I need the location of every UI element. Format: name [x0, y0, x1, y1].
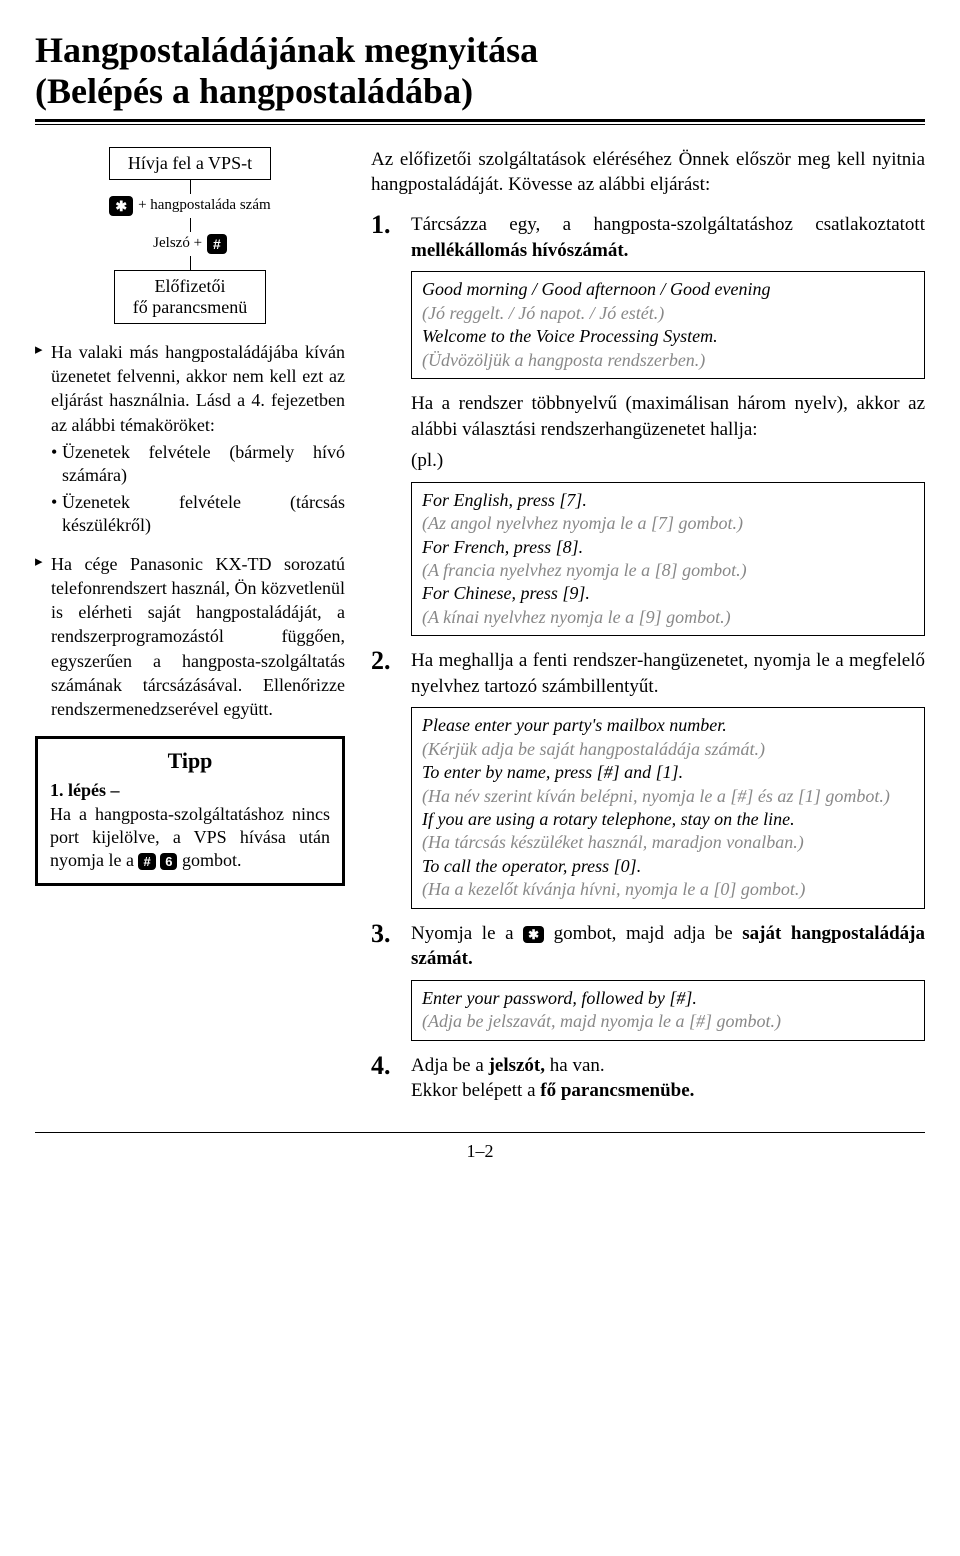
title-rule-thick: [35, 119, 925, 122]
flowchart-box4-line1: Előfizetői: [155, 276, 226, 296]
flowchart-row2-text: + hangpostaláda szám: [138, 197, 271, 214]
voice-prompt-3: Please enter your party's mailbox number…: [411, 707, 925, 908]
hash-key-icon: #: [138, 853, 155, 870]
step-3-body: Nyomja le a ✱ gombot, majd adja be saját…: [411, 921, 925, 972]
footer-rule: [35, 1132, 925, 1133]
star-key-icon: [109, 196, 133, 216]
prompt1-en2: Welcome to the Voice Processing System.: [422, 325, 914, 348]
flowchart-box-1: Hívja fel a VPS-t: [109, 147, 271, 180]
flowchart: Hívja fel a VPS-t + hangpostaláda szám J…: [35, 147, 345, 324]
left-bullet-1-sublist: Üzenetek felvétele (bármely hívó számára…: [51, 441, 345, 538]
step-3: 3. Nyomja le a ✱ gombot, majd adja be sa…: [371, 921, 925, 972]
prompt3-en2: To enter by name, press [#] and [1].: [422, 761, 914, 784]
step-4: 4. Adja be a jelszót, ha van. Ekkor belé…: [371, 1053, 925, 1104]
prompt3-en4: To call the operator, press [0].: [422, 855, 914, 878]
step-1-number: 1.: [371, 212, 397, 263]
prompt4-en1: Enter your password, followed by [#].: [422, 987, 914, 1010]
flowchart-box-4: Előfizetői fő parancsmenü: [114, 270, 266, 324]
page-number: 1–2: [35, 1141, 925, 1162]
prompt4-hu1: (Adja be jelszavát, majd nyomja le a [#]…: [422, 1010, 914, 1033]
step-3-number: 3.: [371, 921, 397, 972]
flowchart-row-3: Jelszó +: [153, 234, 227, 254]
inter-text-1b: (pl.): [411, 448, 925, 474]
right-column: Az előfizetői szolgáltatások eléréséhez …: [371, 147, 925, 1110]
lead-paragraph: Az előfizetői szolgáltatások eléréséhez …: [371, 147, 925, 198]
step-4-text-a: Adja be a: [411, 1055, 489, 1076]
columns: Hívja fel a VPS-t + hangpostaláda szám J…: [35, 147, 925, 1110]
title-line-2: (Belépés a hangpostaládába): [35, 71, 473, 111]
star-key-icon: ✱: [523, 926, 544, 943]
flowchart-row3-text: Jelszó +: [153, 235, 202, 252]
prompt1-hu2: (Üdvözöljük a hangposta rendszerben.): [422, 349, 914, 372]
prompt2-en3: For Chinese, press [9].: [422, 582, 914, 605]
prompt1-hu1: (Jó reggelt. / Jó napot. / Jó estét.): [422, 302, 914, 325]
tip-title: Tipp: [50, 747, 330, 776]
inter-text-1a: Ha a rendszer többnyelvű (maximálisan há…: [411, 391, 925, 442]
prompt2-hu3: (A kínai nyelvhez nyomja le a [9] gombot…: [422, 606, 914, 629]
step-4-text-b: ha van.: [545, 1055, 605, 1076]
tip-box: Tipp 1. lépés – Ha a hangposta-szolgálta…: [35, 736, 345, 886]
step-2: 2. Ha meghallja a fenti rendszer-hangüze…: [371, 648, 925, 699]
hash-key-icon: [207, 234, 227, 254]
flowchart-connector: [190, 218, 191, 232]
step-1-bold: mellékállomás hívószámát.: [411, 240, 628, 261]
left-bullet-1: Ha valaki más hangpostaládájába kíván üz…: [35, 340, 345, 538]
six-key-icon: 6: [160, 853, 177, 870]
tip-text-2: gombot.: [177, 850, 241, 870]
left-column: Hívja fel a VPS-t + hangpostaláda szám J…: [35, 147, 345, 1110]
title-rule-thin: [35, 124, 925, 125]
step-4-bold-2: fő parancsmenübe.: [540, 1080, 694, 1101]
step-2-number: 2.: [371, 648, 397, 699]
left-bullet-1-text: Ha valaki más hangpostaládájába kíván üz…: [51, 342, 345, 435]
voice-prompt-4: Enter your password, followed by [#]. (A…: [411, 980, 925, 1041]
left-bullet-list: Ha valaki más hangpostaládájába kíván üz…: [35, 340, 345, 722]
tip-step-label: 1. lépés –: [50, 780, 120, 800]
step-1-body: Tárcsázza egy, a hangposta-szolgáltatásh…: [411, 212, 925, 263]
prompt2-hu1: (Az angol nyelvhez nyomja le a [7] gombo…: [422, 512, 914, 535]
step-1-text: Tárcsázza egy, a hangposta-szolgáltatásh…: [411, 214, 925, 235]
page-title: Hangpostaládájának megnyitása (Belépés a…: [35, 30, 925, 113]
step-4-bold-1: jelszót,: [489, 1055, 545, 1076]
prompt2-hu2: (A francia nyelvhez nyomja le a [8] gomb…: [422, 559, 914, 582]
prompt2-en2: For French, press [8].: [422, 536, 914, 559]
prompt3-en3: If you are using a rotary telephone, sta…: [422, 808, 914, 831]
step-4-number: 4.: [371, 1053, 397, 1104]
step-4-text-c: Ekkor belépett a: [411, 1080, 540, 1101]
left-bullet-1-sub-2: Üzenetek felvétele (tárcsás készülékről): [51, 491, 345, 538]
flowchart-box4-line2: fő parancsmenü: [133, 297, 247, 317]
left-bullet-1-sub-1: Üzenetek felvétele (bármely hívó számára…: [51, 441, 345, 488]
step-4-body: Adja be a jelszót, ha van. Ekkor belépet…: [411, 1053, 925, 1104]
step-3-text-a: Nyomja le a: [411, 923, 523, 944]
step-3-text-b: gombot, majd adja be: [544, 923, 742, 944]
voice-prompt-1: Good morning / Good afternoon / Good eve…: [411, 271, 925, 379]
prompt1-en1: Good morning / Good afternoon / Good eve…: [422, 278, 914, 301]
voice-prompt-2: For English, press [7]. (Az angol nyelvh…: [411, 482, 925, 636]
step-1: 1. Tárcsázza egy, a hangposta-szolgáltat…: [371, 212, 925, 263]
flowchart-row-2: + hangpostaláda szám: [109, 196, 270, 216]
prompt2-en1: For English, press [7].: [422, 489, 914, 512]
prompt3-hu2: (Ha név szerint kíván belépni, nyomja le…: [422, 785, 914, 808]
flowchart-connector: [190, 256, 191, 270]
title-line-1: Hangpostaládájának megnyitása: [35, 30, 538, 70]
left-bullet-2: Ha cége Panasonic KX-TD sorozatú telefon…: [35, 552, 345, 722]
prompt3-hu4: (Ha a kezelőt kívánja hívni, nyomja le a…: [422, 878, 914, 901]
prompt3-hu1: (Kérjük adja be saját hangpostaládája sz…: [422, 738, 914, 761]
prompt3-hu3: (Ha tárcsás készüléket használ, maradjon…: [422, 831, 914, 854]
prompt3-en1: Please enter your party's mailbox number…: [422, 714, 914, 737]
flowchart-connector: [190, 180, 191, 194]
step-2-body: Ha meghallja a fenti rendszer-hangüzenet…: [411, 648, 925, 699]
